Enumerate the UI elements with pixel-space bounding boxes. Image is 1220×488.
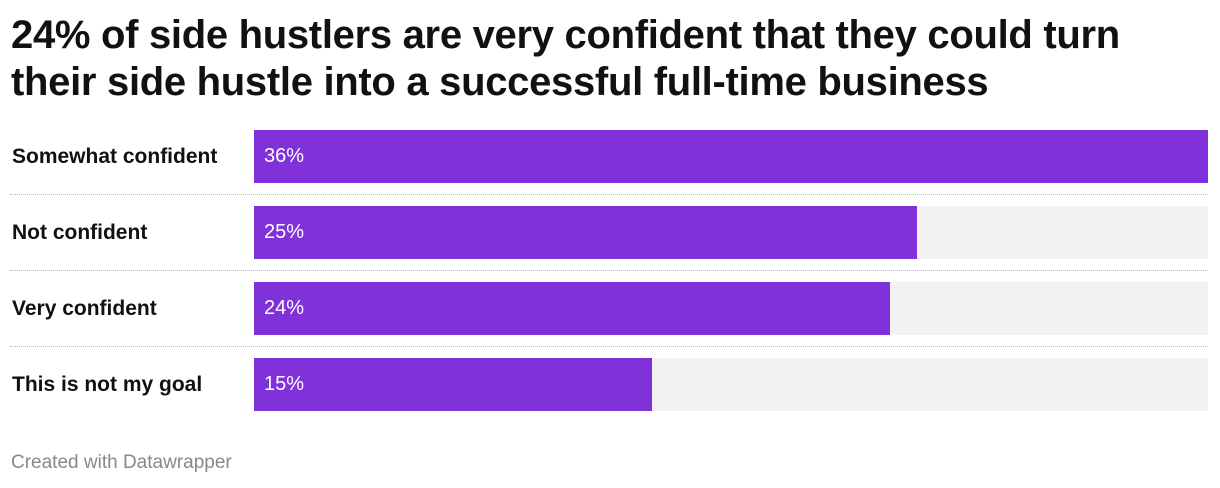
bar [254,206,917,259]
chart-title: 24% of side hustlers are very confident … [11,13,1120,104]
bar [254,130,1208,183]
row-divider [10,346,1208,347]
category-label: This is not my goal [12,373,203,396]
credit-text: Created with Datawrapper [11,452,232,473]
bar-value-label: 24% [264,297,305,319]
bar-value-label: 36% [264,145,305,167]
category-label: Somewhat confident [12,145,218,168]
category-label: Very confident [12,297,157,320]
row-divider [10,270,1208,271]
bar [254,282,890,335]
bar-value-label: 15% [264,373,305,395]
category-label: Not confident [12,221,148,244]
row-divider [10,194,1208,195]
bar [254,358,652,411]
bar-value-label: 25% [264,221,305,243]
